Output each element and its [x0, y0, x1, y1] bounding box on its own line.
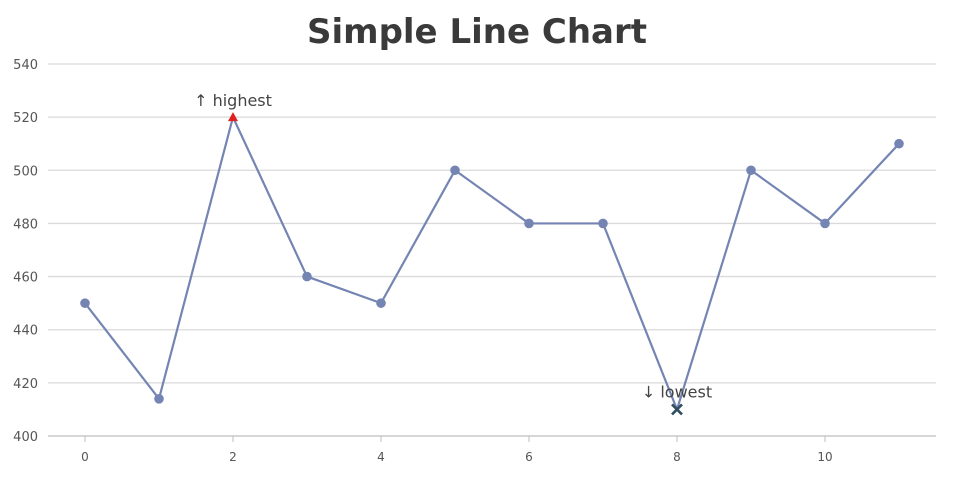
y-tick-label: 480 — [13, 217, 38, 232]
data-point — [302, 271, 312, 282]
data-point — [746, 165, 756, 176]
x-tick-label: 4 — [377, 450, 385, 464]
grid-lines — [48, 63, 936, 437]
data-point — [450, 165, 460, 176]
annotation-lowest: ↓ lowest — [642, 382, 712, 401]
y-tick-label: 540 — [13, 58, 38, 73]
data-points — [80, 112, 904, 416]
y-tick-label: 460 — [13, 271, 38, 286]
x-tick-label: 2 — [229, 450, 237, 464]
annotations: ↑ highest ↓ lowest — [194, 91, 712, 401]
x-tick-label: 0 — [81, 450, 89, 464]
y-tick-label: 400 — [13, 430, 38, 445]
cross-mark — [671, 403, 683, 416]
data-point — [894, 138, 904, 149]
x-tick-label: 8 — [673, 450, 681, 464]
data-point — [524, 218, 534, 229]
series-line — [84, 116, 900, 411]
y-tick-label: 500 — [13, 164, 38, 179]
chart-title: Simple Line Chart — [307, 12, 647, 52]
y-axis: 400 420 440 460 480 500 520 540 — [13, 58, 38, 445]
x-tick-label: 6 — [525, 450, 533, 464]
y-tick-label: 440 — [13, 324, 38, 339]
y-tick-label: 420 — [13, 377, 38, 392]
annotation-highest: ↑ highest — [194, 91, 272, 110]
data-point — [376, 298, 386, 308]
x-axis: 0 2 4 6 8 10 — [81, 436, 833, 464]
data-point-highest — [228, 112, 238, 122]
data-point — [820, 218, 830, 229]
y-tick-label: 520 — [13, 111, 38, 126]
data-point — [598, 218, 608, 229]
data-point-lowest — [671, 403, 683, 416]
data-point — [154, 394, 164, 404]
data-point — [80, 298, 90, 308]
x-tick-label: 10 — [817, 450, 832, 464]
